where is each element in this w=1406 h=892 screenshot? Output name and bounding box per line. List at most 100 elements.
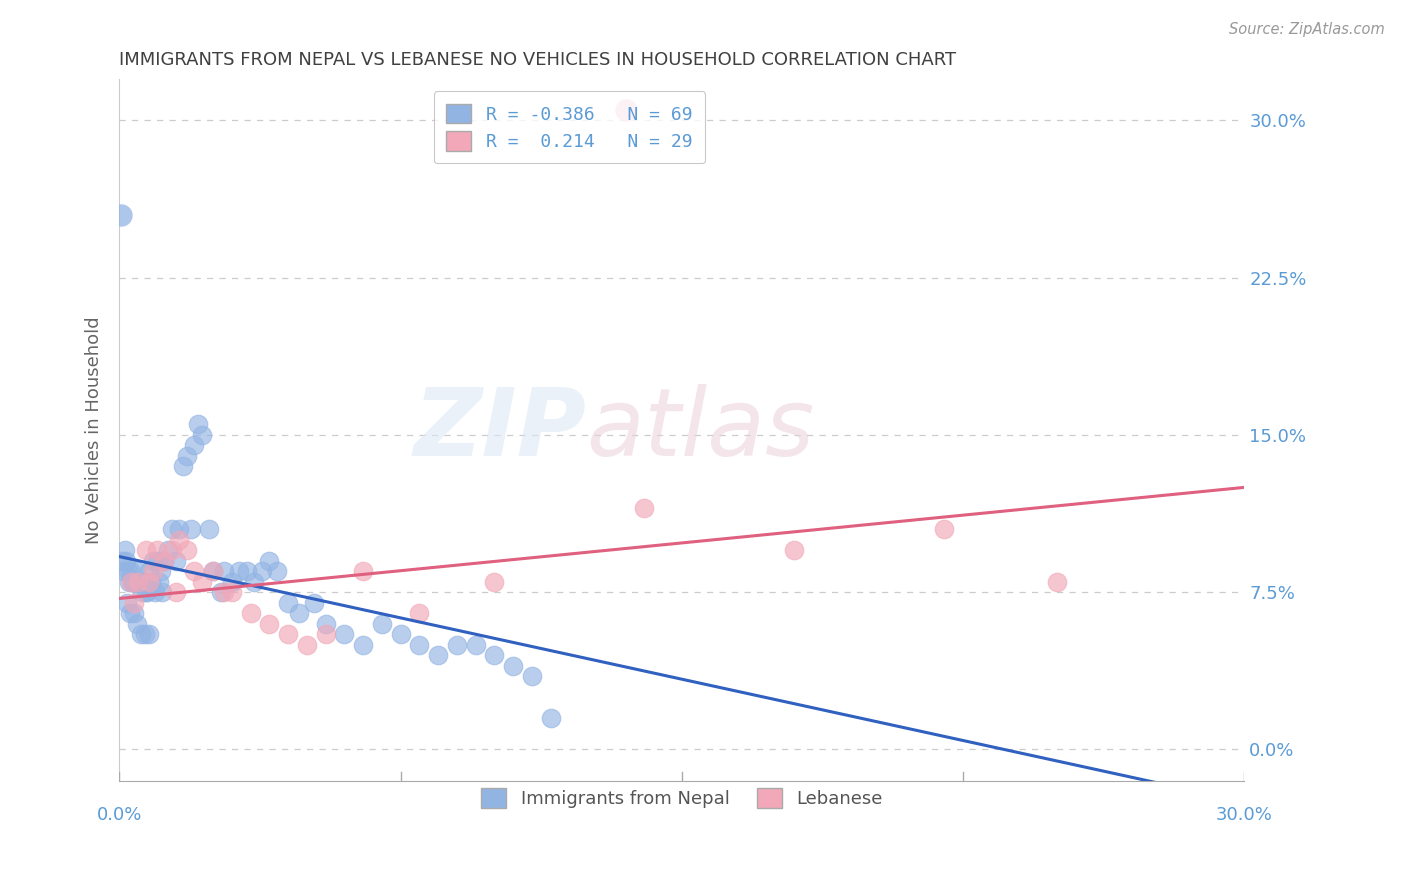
Point [120,564,142,578]
Point [202,564,225,578]
Point [169,533,191,547]
Point [183,438,205,452]
Point [191,574,214,589]
Point [315,616,337,631]
Point [169,522,191,536]
Point [165,554,187,568]
Point [165,585,187,599]
Point [127,574,149,589]
Point [209,585,232,599]
Point [117,564,139,578]
Point [259,616,281,631]
Point [180,522,202,536]
Y-axis label: No Vehicles in Household: No Vehicles in Household [86,316,103,543]
Point [187,417,209,432]
Point [277,596,299,610]
Point [221,574,243,589]
Point [121,574,143,589]
Point [153,554,176,568]
Point [614,103,637,117]
Point [427,648,450,662]
Point [540,711,562,725]
Point [202,564,225,578]
Point [160,522,183,536]
Point [633,501,655,516]
Point [259,554,281,568]
Text: Source: ZipAtlas.com: Source: ZipAtlas.com [1229,22,1385,37]
Point [243,574,266,589]
Point [176,543,198,558]
Point [484,574,506,589]
Point [132,574,155,589]
Point [131,585,153,599]
Point [191,428,214,442]
Point [295,638,318,652]
Point [198,522,221,536]
Point [125,564,148,578]
Point [136,585,159,599]
Point [112,564,135,578]
Point [142,554,165,568]
Point [160,543,183,558]
Point [117,574,139,589]
Point [152,585,174,599]
Point [124,574,146,589]
Point [408,606,430,620]
Point [446,638,468,652]
Point [288,606,311,620]
Point [118,606,141,620]
Text: 0.0%: 0.0% [97,806,142,824]
Point [146,554,169,568]
Point [389,627,412,641]
Point [143,585,166,599]
Point [228,564,250,578]
Point [146,543,169,558]
Point [214,585,236,599]
Point [315,627,337,641]
Point [138,564,160,578]
Point [153,554,176,568]
Point [304,596,326,610]
Point [120,574,142,589]
Point [484,648,506,662]
Point [122,606,145,620]
Point [138,627,160,641]
Point [236,564,259,578]
Point [138,574,160,589]
Point [129,627,152,641]
Point [127,616,149,631]
Text: ZIP: ZIP [413,384,586,475]
Point [934,522,956,536]
Point [129,574,152,589]
Text: atlas: atlas [586,384,814,475]
Point [371,616,394,631]
Point [352,564,374,578]
Point [333,627,356,641]
Point [183,564,205,578]
Point [135,585,157,599]
Point [1046,574,1069,589]
Point [266,564,288,578]
Point [115,554,138,568]
Point [277,627,299,641]
Point [110,208,132,222]
Text: IMMIGRANTS FROM NEPAL VS LEBANESE NO VEHICLES IN HOUSEHOLD CORRELATION CHART: IMMIGRANTS FROM NEPAL VS LEBANESE NO VEH… [120,51,956,69]
Point [464,638,486,652]
Point [239,606,262,620]
Point [124,596,146,610]
Point [127,574,149,589]
Point [214,564,236,578]
Point [352,638,374,652]
Point [783,543,806,558]
Point [149,564,172,578]
Point [502,658,524,673]
Point [221,585,243,599]
Point [520,669,543,683]
Point [115,596,138,610]
Point [176,449,198,463]
Point [141,574,163,589]
Point [250,564,273,578]
Point [114,543,136,558]
Point [172,459,194,474]
Point [408,638,430,652]
